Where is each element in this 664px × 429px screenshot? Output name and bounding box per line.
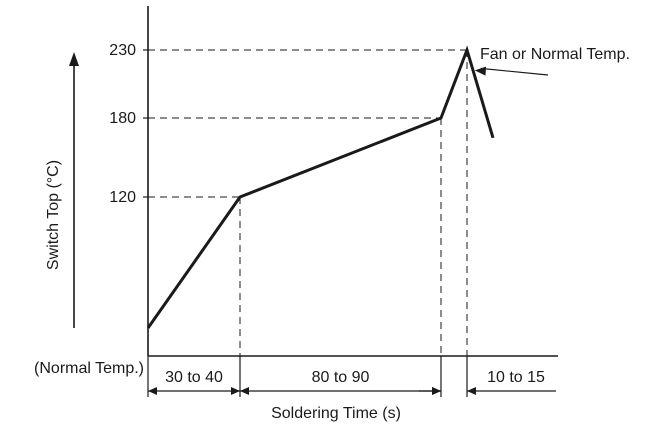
y-tick-label-120: 120	[109, 189, 136, 206]
dimension-arrow-start-1	[240, 387, 249, 395]
time-segment-0: 30 to 40	[148, 369, 240, 395]
annotation-label: Fan or Normal Temp.	[480, 46, 630, 63]
time-segment-2: 10 to 15	[419, 369, 556, 395]
time-segment-1: 80 to 90	[240, 369, 441, 395]
dimension-arrow-start-0	[148, 387, 157, 395]
dimension-arrow-end-0	[231, 387, 240, 395]
y-tick-label-180: 180	[109, 110, 136, 127]
segment-label-2: 10 to 15	[487, 369, 545, 386]
y-axis-label: Switch Top (°C)	[45, 160, 62, 270]
segment-label-0: 30 to 40	[165, 369, 223, 386]
annotation-arrow-head	[474, 66, 487, 76]
segment-label-1: 80 to 90	[312, 369, 370, 386]
annotation-arrow-line	[480, 67, 549, 76]
annotation-arrow	[474, 66, 549, 76]
dimension-arrow-start-2	[432, 387, 441, 395]
x-axis-label: Soldering Time (s)	[271, 405, 401, 422]
y-axis-arrow	[69, 52, 79, 328]
y-origin-label: (Normal Temp.)	[34, 360, 144, 377]
dimension-arrow-end-2	[467, 387, 476, 395]
y-tick-label-230: 230	[109, 42, 136, 59]
